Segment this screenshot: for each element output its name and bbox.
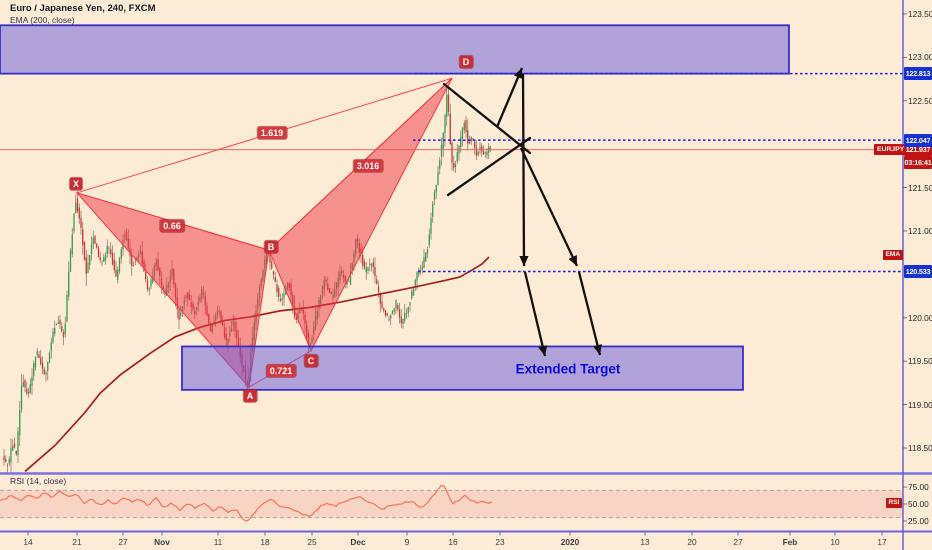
time-label-20[interactable]: 20: [687, 537, 697, 547]
pattern-ratio-0.66[interactable]: 0.66: [160, 219, 184, 233]
rsi-tick-75.00[interactable]: 75.00: [908, 482, 929, 492]
pattern-point-A[interactable]: A: [243, 389, 257, 403]
pattern-ratio-1.619[interactable]: 1.619: [257, 126, 287, 140]
price-tick-120.000[interactable]: 120.000: [908, 312, 932, 323]
time-label-13[interactable]: 13: [640, 537, 650, 547]
time-label-16[interactable]: 16: [448, 537, 458, 547]
ema-axis-badge: EMA: [883, 249, 903, 260]
time-label-Dec[interactable]: Dec: [350, 537, 366, 547]
time-label-27[interactable]: 27: [733, 537, 743, 547]
time-label-18[interactable]: 18: [260, 537, 270, 547]
rsi-band: [0, 490, 903, 518]
level-badge-120533: 120.533: [904, 265, 932, 279]
rsi-tick-50.00[interactable]: 50.00: [908, 499, 929, 509]
pattern-point-C[interactable]: C: [304, 354, 318, 368]
pattern-point-X[interactable]: X: [69, 177, 83, 191]
rsi-indicator-legend[interactable]: RSI (14, close): [10, 476, 67, 486]
time-label-27[interactable]: 27: [118, 537, 128, 547]
pattern-point-D[interactable]: D: [459, 55, 473, 69]
time-label-2020[interactable]: 2020: [560, 537, 580, 547]
time-label-23[interactable]: 23: [495, 537, 505, 547]
pattern-ratio-3.016[interactable]: 3.016: [353, 159, 383, 173]
rsi-line: [0, 485, 493, 522]
time-label-Nov[interactable]: Nov: [154, 537, 170, 547]
time-label-10[interactable]: 10: [830, 537, 840, 547]
ema-200-line: [24, 256, 490, 473]
time-label-21[interactable]: 21: [72, 537, 82, 547]
level-badge-122047: 122.047: [904, 133, 932, 147]
price-tick-118.500[interactable]: 118.500: [908, 443, 932, 453]
price-tick-119.500[interactable]: 119.500: [908, 356, 932, 367]
price-tick-119.000[interactable]: 119.000: [908, 399, 932, 410]
time-label-14[interactable]: 14: [23, 537, 33, 547]
countdown-badge: 03:16:41: [904, 156, 932, 170]
time-label-Feb[interactable]: Feb: [782, 537, 798, 547]
pattern-ratio-0.721[interactable]: 0.721: [266, 364, 296, 378]
ema-indicator-legend[interactable]: EMA (200, close): [10, 15, 75, 25]
price-tick-121.500[interactable]: 121.500: [908, 182, 932, 193]
time-label-9[interactable]: 9: [404, 537, 410, 547]
xabcd-pattern[interactable]: [75, 77, 453, 389]
supply-zone[interactable]: [0, 24, 790, 75]
symbol-title[interactable]: Euro / Japanese Yen, 240, FXCM: [10, 3, 156, 14]
price-tick-123.500[interactable]: 123.500: [908, 9, 932, 19]
trade-plan-drawing[interactable]: [442, 67, 603, 357]
pattern-point-B[interactable]: B: [264, 240, 278, 254]
rsi-axis-badge: RSI: [886, 497, 902, 508]
price-tick-122.500[interactable]: 122.500: [908, 95, 932, 106]
price-tick-121.000[interactable]: 121.000: [908, 226, 932, 236]
extended-target-label[interactable]: Extended Target: [515, 361, 621, 377]
price-tick-123.000[interactable]: 123.000: [908, 52, 932, 63]
time-label-17[interactable]: 17: [877, 537, 887, 547]
level-badge-122813: 122.813: [904, 67, 932, 81]
time-label-11[interactable]: 11: [213, 537, 223, 547]
symbol-price-tag: EURJPY: [874, 143, 908, 155]
rsi-tick-25.00[interactable]: 25.00: [908, 516, 929, 526]
time-label-25[interactable]: 25: [307, 537, 317, 547]
